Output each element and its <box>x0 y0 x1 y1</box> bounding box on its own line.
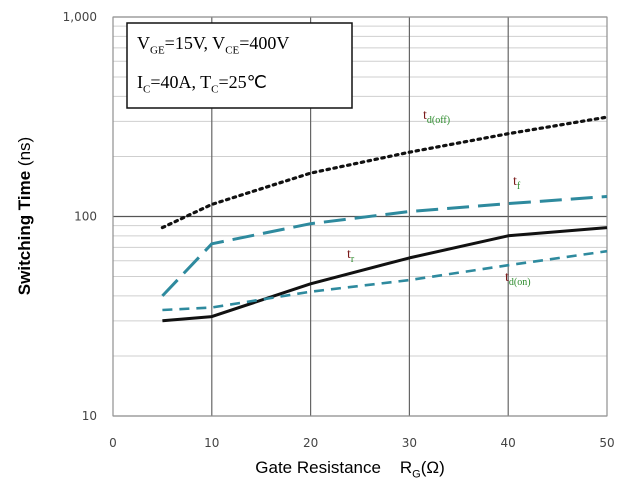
series-line-tdon <box>162 249 608 312</box>
x-tick-label: 40 <box>501 436 516 450</box>
series-line-tr <box>162 226 608 323</box>
y-axis-title-unit: (ns) <box>15 136 34 167</box>
series-line-tdoff <box>160 115 609 230</box>
x-axis-title: Gate Resistance RG(Ω) <box>200 458 500 480</box>
series-line-tf <box>161 195 608 297</box>
conditions-line-2: IC=40A, TC=25℃ <box>137 72 267 96</box>
conditions-line-1: VGE=15V, VCE=400V <box>137 33 290 57</box>
x-tick-label: 0 <box>109 436 117 450</box>
x-tick-label: 20 <box>303 436 318 450</box>
y-tick-label: 1,000 <box>63 10 97 24</box>
series-label-td-off-html: td(off) <box>423 108 451 126</box>
conditions-box-frame <box>126 22 353 109</box>
x-axis-title-unit: (Ω) <box>420 458 445 477</box>
plot-border <box>112 16 608 417</box>
y-tick-label: 10 <box>82 409 97 423</box>
x-tick-label: 10 <box>204 436 219 450</box>
x-axis-title-symbol: R <box>399 458 413 477</box>
tick-labels: 0 10 20 30 40 50 10 100 1,000 <box>63 10 615 450</box>
series-label-tf: tf <box>513 174 521 192</box>
x-tick-label: 30 <box>402 436 417 450</box>
y-axis-title-bold: Switching Time <box>15 170 34 296</box>
series-lines <box>160 115 609 323</box>
y-tick-label: 100 <box>74 210 97 224</box>
x-tick-label: 50 <box>599 436 614 450</box>
series-label-td-on: td(on) <box>505 270 531 288</box>
conditions-box <box>126 22 353 109</box>
series-label-tr: tr <box>347 247 355 265</box>
x-axis-title-sub: G <box>412 468 421 481</box>
x-axis-title-text: Gate Resistance <box>255 458 381 477</box>
